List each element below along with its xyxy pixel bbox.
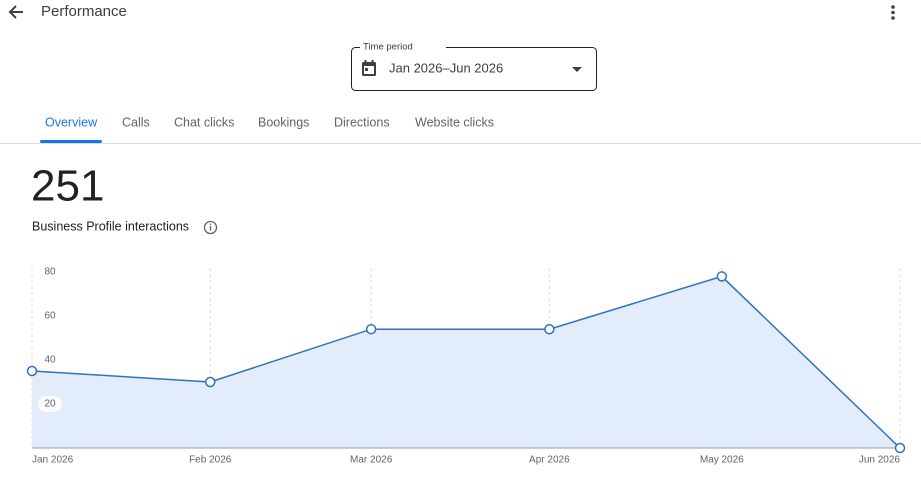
time-period-select[interactable]: Time period Jan 2026–Jun 2026 — [351, 42, 597, 91]
chart: Jan 2026 Feb 2026 Mar 2026 Apr 2026 May 2026… — [26, 264, 906, 466]
x-tick-label: May 2026 — [700, 455, 744, 466]
calendar-icon — [362, 60, 376, 76]
area — [32, 276, 900, 448]
tab[interactable]: Chat clicks — [174, 115, 234, 129]
x-tick-label: Jun 2026 — [859, 455, 901, 466]
tab[interactable]: Bookings — [258, 115, 309, 129]
info-icon[interactable] — [203, 220, 218, 235]
data-point — [544, 323, 555, 335]
page-title: Performance — [41, 3, 127, 20]
data-point — [26, 365, 38, 377]
dropdown-caret — [572, 67, 582, 72]
tab[interactable]: Directions — [334, 115, 390, 129]
x-tick-label: Feb 2026 — [189, 455, 232, 466]
more-menu[interactable] — [891, 5, 895, 20]
y-tick-label: 20 — [44, 399, 56, 410]
data-point — [204, 376, 216, 388]
data-point — [894, 442, 906, 454]
data-point — [365, 323, 377, 335]
select-value: Jan 2026–Jun 2026 — [389, 60, 503, 75]
select-label: Time period — [363, 42, 413, 53]
x-tick-label: Apr 2026 — [529, 455, 570, 466]
y-tick-background — [38, 264, 62, 280]
active-tab-indicator — [40, 140, 102, 143]
tab[interactable]: Calls — [122, 115, 150, 129]
tab[interactable]: Overview — [45, 115, 98, 129]
y-tick-background — [38, 396, 62, 412]
total-value: 251 — [31, 162, 104, 211]
y-tick-label: 60 — [44, 311, 56, 322]
line — [31, 275, 901, 449]
metric-label: Business Profile interactions — [32, 219, 189, 233]
back-button[interactable] — [8, 5, 23, 19]
x-tick-label: Jan 2026 — [32, 455, 74, 466]
y-tick-background — [38, 352, 62, 368]
data-point — [716, 271, 728, 282]
y-tick-label: 80 — [44, 267, 56, 278]
y-tick-background — [38, 308, 62, 324]
y-tick-label: 40 — [44, 355, 56, 366]
tab[interactable]: Website clicks — [415, 115, 494, 129]
x-tick-label: Mar 2026 — [350, 455, 393, 466]
